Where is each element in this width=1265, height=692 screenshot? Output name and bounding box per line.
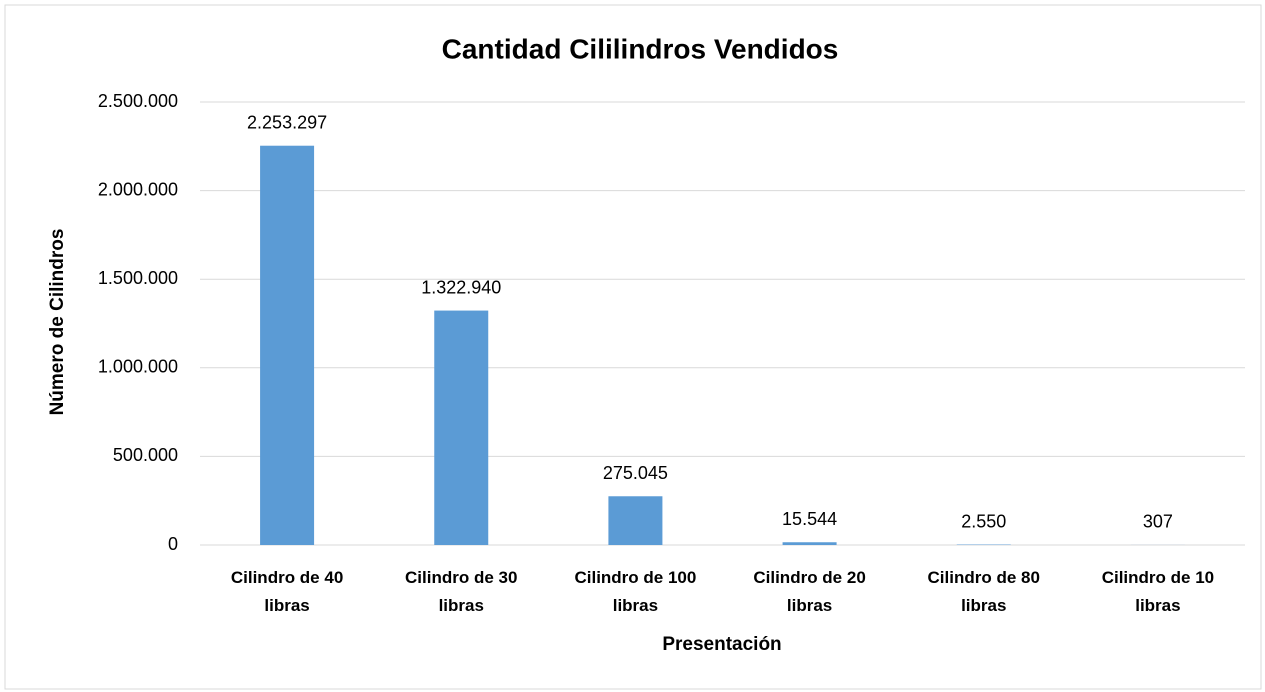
x-tick-label: Cilindro de 10 libras (1101, 568, 1215, 615)
y-tick-label: 2.500.000 (98, 91, 178, 111)
y-tick-label: 500.000 (113, 445, 178, 465)
y-tick-label: 0 (168, 534, 178, 554)
value-label: 2.550 (961, 511, 1006, 531)
y-tick-label: 1.500.000 (98, 268, 178, 288)
x-tick-label: Cilindro de 20 libras (753, 568, 866, 615)
x-tick-label: Cilindro de 40 libras (230, 568, 344, 615)
value-label: 307 (1143, 512, 1173, 532)
value-label: 2.253.297 (247, 112, 327, 132)
x-axis-title: Presentación (662, 634, 781, 655)
bar (434, 310, 489, 545)
chart-frame (4, 4, 1262, 690)
y-tick-label: 1.000.000 (98, 357, 178, 377)
x-tick-label: Cilindro de 100 libras (574, 568, 697, 615)
x-tick-label: Cilindro de 30 libras (405, 568, 518, 615)
value-label: 1.322.940 (421, 277, 501, 297)
bar (782, 542, 837, 545)
value-label: 275.045 (603, 463, 668, 483)
value-label: 15.544 (782, 509, 837, 529)
bar (608, 496, 663, 545)
x-tick-label: Cilindro de 80 libras (927, 568, 1040, 615)
y-axis-title: Número de Cilindros (47, 229, 68, 416)
y-tick-label: 2.000.000 (98, 179, 178, 199)
chart-title: Cantidad Cililindros Vendidos (442, 33, 839, 64)
bar (260, 145, 315, 546)
